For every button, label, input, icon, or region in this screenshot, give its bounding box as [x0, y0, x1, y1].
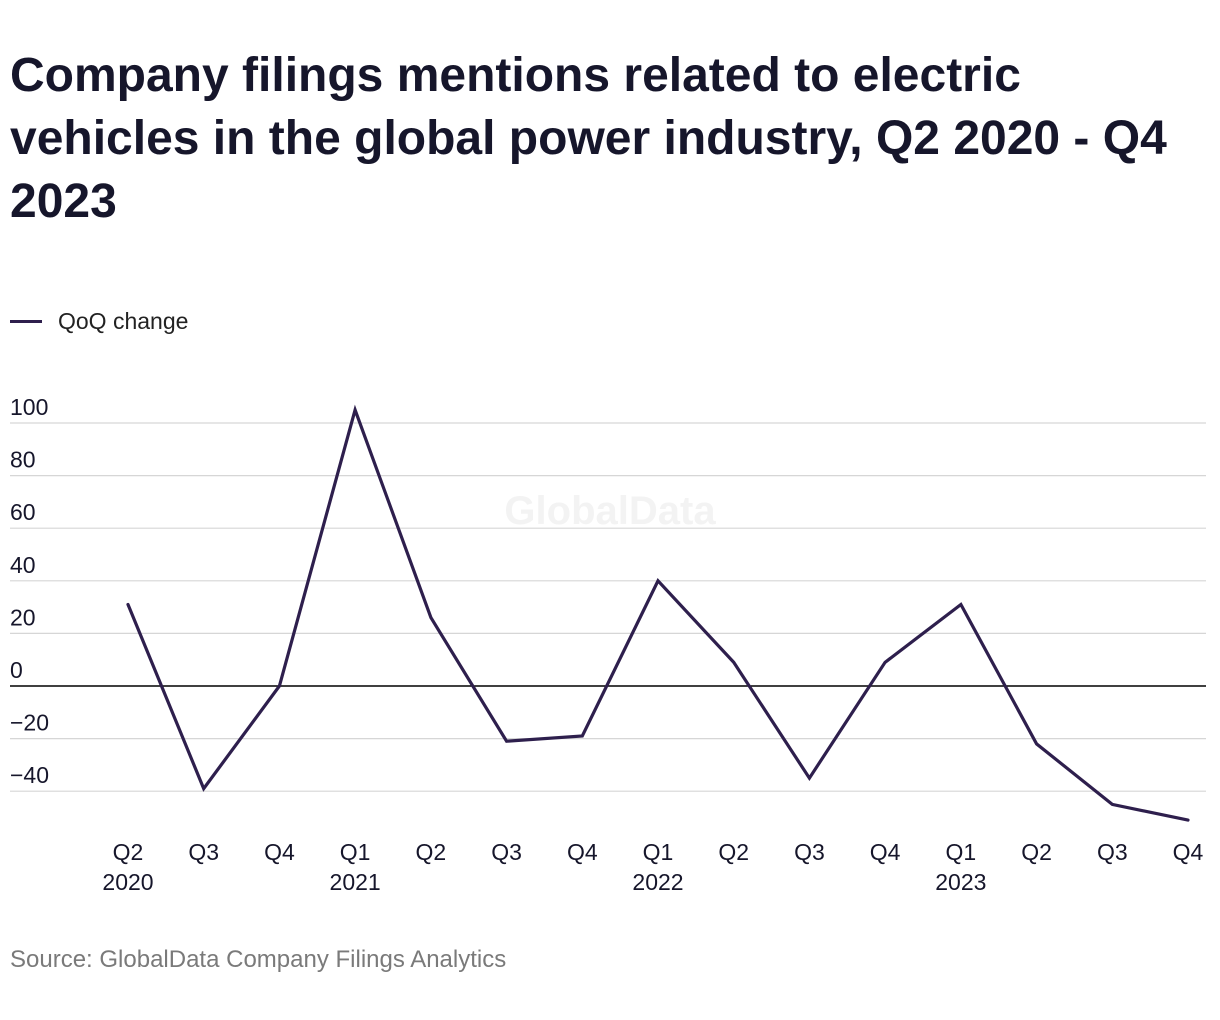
source-note: Source: GlobalData Company Filings Analy…: [10, 946, 507, 973]
x-tick-label: Q4: [264, 839, 295, 865]
chart-title: Company filings mentions related to elec…: [10, 49, 1167, 228]
x-tick-label: Q2: [416, 839, 447, 865]
legend: QoQ change: [10, 306, 188, 336]
line-chart: GlobalData 100 80 60 40 20 0 −20 −40 Q2 2020 Q3 Q4 Q1…: [10, 394, 1206, 895]
x-tick-label: Q4: [870, 839, 901, 865]
y-tick-label: −40: [10, 762, 49, 788]
x-tick-label: Q3: [188, 839, 219, 865]
y-tick-label: 80: [10, 447, 36, 473]
x-tick-label: Q4: [567, 839, 598, 865]
series-line-qoq-change: [126, 404, 1190, 822]
y-tick-label: 60: [10, 499, 36, 525]
x-tick-label: Q1: [340, 839, 371, 865]
x-tick-label: Q1: [643, 839, 674, 865]
x-tick-year-label: 2020: [102, 869, 153, 895]
y-tick-label: 0: [10, 657, 23, 683]
x-tick-label: Q2: [113, 839, 144, 865]
y-tick-label: −20: [10, 710, 49, 736]
x-tick-label: Q2: [1021, 839, 1052, 865]
legend-label: QoQ change: [58, 307, 189, 334]
x-tick-year-label: 2022: [632, 869, 683, 895]
y-tick-label: 40: [10, 552, 36, 578]
legend-swatch: [10, 319, 42, 323]
x-tick-label: Q3: [491, 839, 522, 865]
x-tick-label: Q3: [1097, 839, 1128, 865]
y-tick-label: 20: [10, 604, 36, 630]
x-tick-label: Q1: [946, 839, 977, 865]
x-tick-year-label: 2023: [935, 869, 986, 895]
x-tick-year-label: 2021: [330, 869, 381, 895]
x-tick-label: Q3: [794, 839, 825, 865]
watermark: GlobalData: [504, 489, 716, 533]
x-tick-label: Q2: [718, 839, 749, 865]
x-tick-label: Q4: [1173, 839, 1204, 865]
y-tick-label: 100: [10, 394, 48, 420]
